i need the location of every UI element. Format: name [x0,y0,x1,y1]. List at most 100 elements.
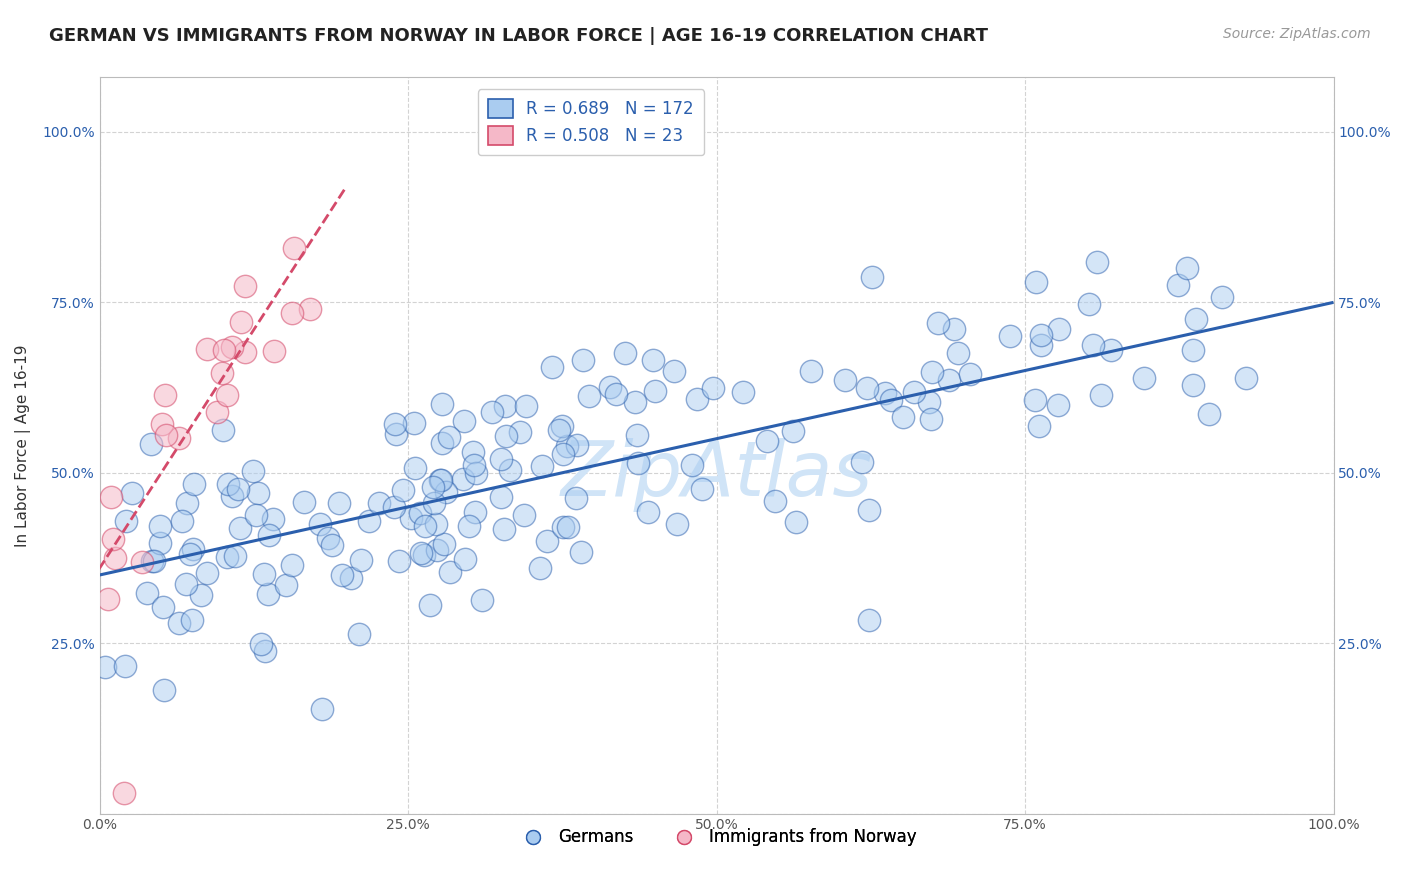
Point [385,426,408,441]
Point [785,515,807,529]
Point [104,551,127,566]
Point [115,514,138,528]
Point [426,543,449,558]
Point [434,484,457,499]
Point [578,389,600,403]
Point [782,424,804,438]
Point [1028,419,1050,434]
Point [347,627,370,641]
Point [763,493,786,508]
Point [565,437,588,451]
Point [461,445,484,459]
Point [148,535,170,549]
Point [464,505,486,519]
Point [1090,388,1112,402]
Legend: Germans, Immigrants from Norway: Germans, Immigrants from Norway [510,822,924,853]
Point [316,531,339,545]
Point [250,637,273,651]
Point [114,659,136,673]
Point [94,659,117,673]
Point [221,339,243,353]
Point [281,558,304,572]
Point [172,514,194,528]
Point [1167,277,1189,292]
Point [1133,371,1156,385]
Point [879,393,901,408]
Point [131,555,153,569]
Point [569,545,592,559]
Point [339,571,361,585]
Point [121,486,143,500]
Point [664,363,686,377]
Point [247,486,270,500]
Point [430,397,453,411]
Point [451,472,474,486]
Point [464,466,486,480]
Point [553,447,575,461]
Point [439,565,461,579]
Point [494,399,516,413]
Point [190,588,212,602]
Point [430,473,453,487]
Point [215,549,238,564]
Point [280,305,302,319]
Point [328,496,350,510]
Point [856,380,879,394]
Point [498,463,520,477]
Point [959,368,981,382]
Point [409,545,432,559]
Point [257,528,280,542]
Point [437,430,460,444]
Point [413,548,436,562]
Point [614,345,637,359]
Point [139,437,162,451]
Point [733,385,755,400]
Point [1234,371,1257,385]
Point [1083,337,1105,351]
Point [599,380,621,394]
Point [1175,260,1198,275]
Point [367,496,389,510]
Point [384,500,406,515]
Point [211,423,233,437]
Point [152,417,174,431]
Point [920,411,942,425]
Point [292,495,315,509]
Point [623,395,645,409]
Point [918,394,941,409]
Point [942,322,965,336]
Point [551,520,574,534]
Point [429,473,451,487]
Point [541,359,564,374]
Text: ZipAtlas: ZipAtlas [561,438,873,512]
Point [350,553,373,567]
Point [226,482,249,496]
Point [253,567,276,582]
Point [489,491,512,505]
Point [231,315,253,329]
Point [491,451,513,466]
Point [181,613,204,627]
Point [529,561,551,575]
Point [221,489,243,503]
Point [217,477,239,491]
Point [643,353,665,368]
Point [413,519,436,533]
Point [135,586,157,600]
Point [298,302,321,317]
Point [97,591,120,606]
Point [308,516,330,531]
Point [644,384,666,398]
Point [626,427,648,442]
Point [891,410,914,425]
Point [800,364,823,378]
Point [453,414,475,428]
Point [224,549,246,564]
Point [756,434,779,448]
Point [471,593,494,607]
Point [858,503,880,517]
Point [682,458,704,472]
Point [404,416,426,430]
Point [921,365,943,379]
Text: GERMAN VS IMMIGRANTS FROM NORWAY IN LABOR FORCE | AGE 16-19 CORRELATION CHART: GERMAN VS IMMIGRANTS FROM NORWAY IN LABO… [49,27,988,45]
